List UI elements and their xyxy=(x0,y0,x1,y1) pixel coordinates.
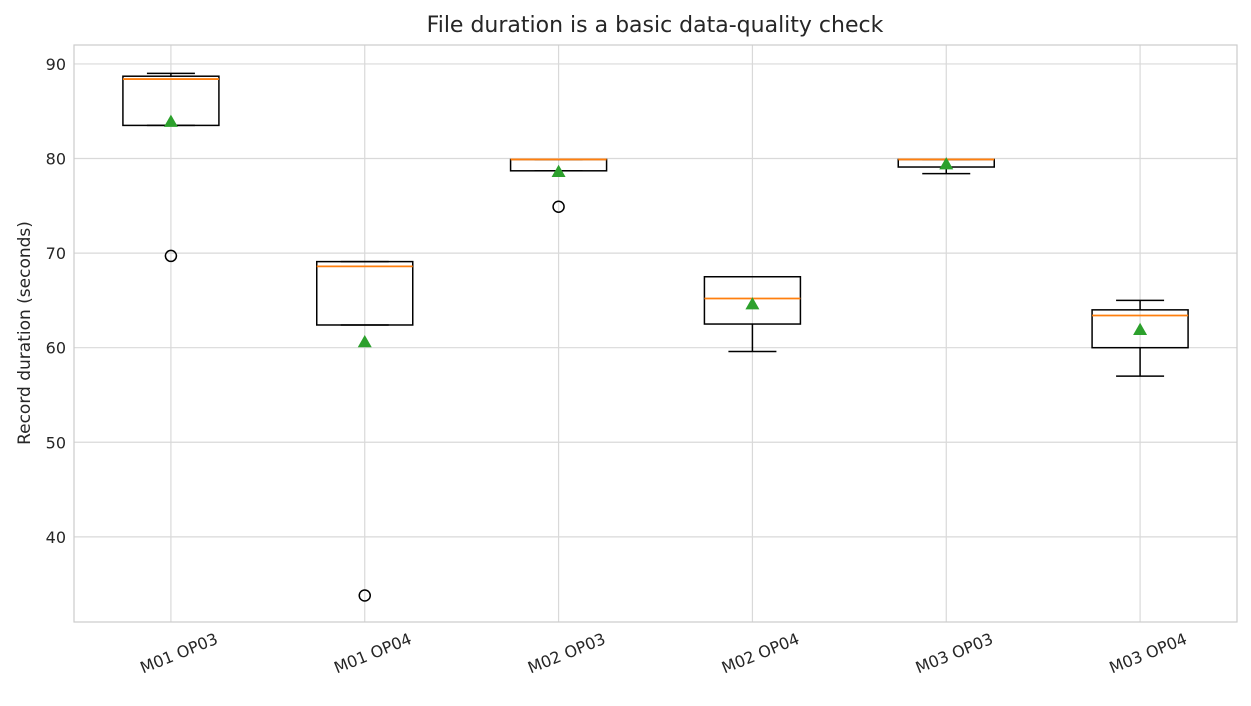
y-tick-label: 70 xyxy=(46,244,66,263)
mean-marker xyxy=(163,114,178,127)
x-tick-label: M02 OP03 xyxy=(525,629,608,677)
iqr-box xyxy=(703,275,802,325)
mean-marker xyxy=(357,335,372,348)
box-series xyxy=(122,72,1189,602)
box-group xyxy=(316,260,414,602)
mean-marker xyxy=(939,157,954,170)
plot-area xyxy=(73,44,1238,623)
x-tick-label: M01 OP04 xyxy=(331,629,414,677)
x-axis: M01 OP03 M01 OP04 M02 OP03 M02 OP04 M03 OP03… xyxy=(137,629,1189,677)
chart-title: File duration is a basic data-quality ch… xyxy=(427,13,884,38)
y-tick-label: 90 xyxy=(46,55,66,74)
grid-lines xyxy=(74,45,1237,622)
mean-marker xyxy=(745,297,760,310)
outlier-point xyxy=(552,200,565,213)
y-tick-label: 50 xyxy=(46,433,66,452)
y-axis-label: Record duration (seconds) xyxy=(15,221,35,445)
x-tick-label: M02 OP04 xyxy=(719,629,802,677)
mean-marker xyxy=(551,164,566,178)
box-group xyxy=(703,275,802,353)
y-tick-label: 80 xyxy=(46,150,66,169)
y-tick-label: 40 xyxy=(46,528,66,547)
outlier-point xyxy=(164,249,178,263)
y-axis: 40 50 60 70 80 90 xyxy=(46,55,66,547)
box-group xyxy=(122,72,220,263)
box-group xyxy=(1091,299,1189,377)
box-group xyxy=(897,157,995,175)
mean-marker xyxy=(1133,322,1148,335)
y-tick-label: 60 xyxy=(46,339,66,358)
iqr-box xyxy=(1091,309,1189,349)
x-tick-label: M03 OP04 xyxy=(1107,629,1190,677)
x-tick-label: M03 OP03 xyxy=(913,629,996,677)
iqr-box xyxy=(316,260,414,326)
outlier-point xyxy=(358,589,371,602)
x-tick-label: M01 OP03 xyxy=(137,629,220,677)
box-group xyxy=(509,158,608,213)
